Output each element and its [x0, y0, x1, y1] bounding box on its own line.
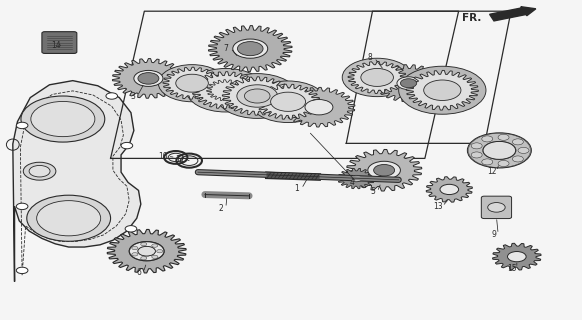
Polygon shape: [492, 243, 541, 270]
Circle shape: [424, 80, 461, 100]
Circle shape: [271, 92, 306, 111]
Polygon shape: [406, 70, 478, 110]
Polygon shape: [208, 26, 292, 72]
Text: FR.: FR.: [462, 12, 481, 23]
Circle shape: [483, 141, 516, 159]
Circle shape: [132, 253, 138, 256]
Circle shape: [400, 79, 417, 88]
FancyArrow shape: [489, 7, 536, 21]
Circle shape: [129, 242, 164, 261]
Circle shape: [512, 156, 523, 162]
FancyBboxPatch shape: [481, 196, 512, 219]
Circle shape: [158, 65, 226, 102]
Circle shape: [152, 255, 158, 259]
Circle shape: [498, 160, 509, 166]
Circle shape: [397, 77, 420, 90]
Text: 6: 6: [136, 268, 141, 277]
Text: 13: 13: [433, 202, 442, 211]
Circle shape: [16, 203, 28, 210]
Circle shape: [141, 243, 147, 246]
Circle shape: [471, 143, 482, 149]
Polygon shape: [338, 168, 375, 189]
Polygon shape: [375, 65, 442, 102]
Text: 7: 7: [223, 44, 228, 52]
Circle shape: [482, 159, 493, 165]
Circle shape: [508, 252, 526, 262]
Circle shape: [518, 148, 529, 153]
Circle shape: [157, 250, 163, 253]
Circle shape: [125, 226, 137, 232]
Circle shape: [374, 164, 395, 176]
Circle shape: [244, 89, 270, 103]
Circle shape: [138, 73, 159, 84]
Text: 10: 10: [158, 152, 168, 161]
Text: 1: 1: [294, 184, 299, 193]
Circle shape: [250, 81, 326, 123]
Circle shape: [217, 74, 298, 118]
FancyBboxPatch shape: [42, 32, 77, 53]
Circle shape: [498, 134, 509, 140]
Text: 11: 11: [176, 155, 185, 164]
Text: 5: 5: [370, 188, 375, 196]
Circle shape: [512, 139, 523, 145]
Polygon shape: [13, 81, 141, 282]
Polygon shape: [256, 84, 320, 119]
Text: 8: 8: [367, 53, 372, 62]
Circle shape: [141, 257, 147, 260]
Polygon shape: [107, 229, 186, 273]
Polygon shape: [192, 72, 260, 109]
Circle shape: [176, 74, 208, 92]
Circle shape: [138, 246, 155, 256]
Circle shape: [233, 39, 268, 58]
Polygon shape: [348, 61, 406, 93]
Circle shape: [350, 175, 362, 182]
Circle shape: [467, 133, 531, 168]
Circle shape: [237, 85, 278, 107]
Circle shape: [23, 162, 56, 180]
Circle shape: [203, 77, 249, 103]
Polygon shape: [112, 59, 184, 98]
Circle shape: [106, 93, 118, 99]
Circle shape: [152, 244, 158, 247]
Circle shape: [399, 66, 486, 114]
Circle shape: [29, 165, 50, 177]
Circle shape: [482, 136, 493, 142]
Circle shape: [121, 142, 133, 149]
Text: 4: 4: [350, 178, 354, 187]
Polygon shape: [222, 77, 292, 115]
Circle shape: [27, 195, 111, 241]
Circle shape: [237, 42, 263, 56]
Circle shape: [186, 68, 265, 112]
Circle shape: [37, 201, 101, 236]
Polygon shape: [426, 177, 473, 202]
Polygon shape: [283, 87, 355, 127]
Text: 12: 12: [487, 167, 496, 176]
Text: 2: 2: [219, 204, 223, 212]
Circle shape: [305, 100, 333, 115]
Polygon shape: [346, 149, 422, 191]
Circle shape: [31, 101, 95, 137]
Circle shape: [16, 267, 28, 274]
Polygon shape: [163, 67, 221, 99]
Text: 15: 15: [508, 264, 517, 273]
Circle shape: [129, 242, 164, 261]
Circle shape: [368, 161, 400, 179]
Circle shape: [471, 152, 482, 158]
Circle shape: [488, 203, 505, 212]
Circle shape: [134, 70, 163, 86]
Text: 3: 3: [130, 92, 135, 100]
Circle shape: [342, 58, 412, 97]
Circle shape: [440, 184, 459, 195]
Circle shape: [132, 246, 138, 250]
Text: 14: 14: [51, 41, 61, 50]
Polygon shape: [207, 80, 245, 101]
Circle shape: [361, 68, 393, 86]
Circle shape: [21, 96, 105, 142]
Text: 9: 9: [491, 230, 496, 239]
Circle shape: [16, 122, 28, 129]
